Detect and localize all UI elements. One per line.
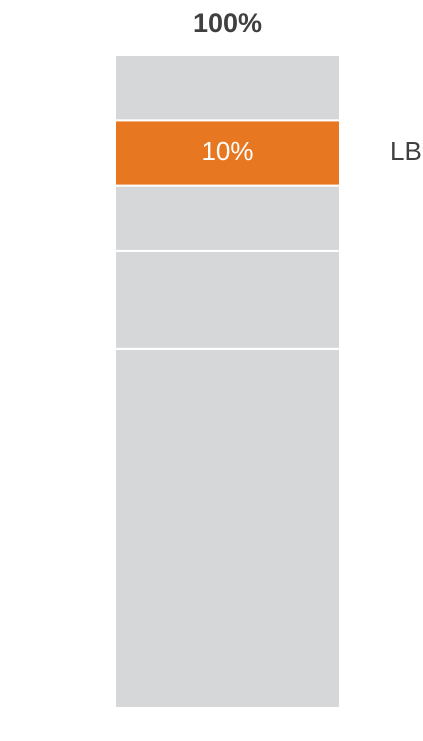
series-label: LBS	[390, 136, 423, 166]
bar-segment	[114, 54, 341, 122]
data-label: 10%	[201, 136, 253, 166]
bar-segment	[114, 347, 341, 709]
total-label: 100%	[193, 8, 262, 38]
bar-segment	[114, 184, 341, 252]
bar-segment	[114, 249, 341, 350]
bar-segment	[114, 119, 341, 187]
